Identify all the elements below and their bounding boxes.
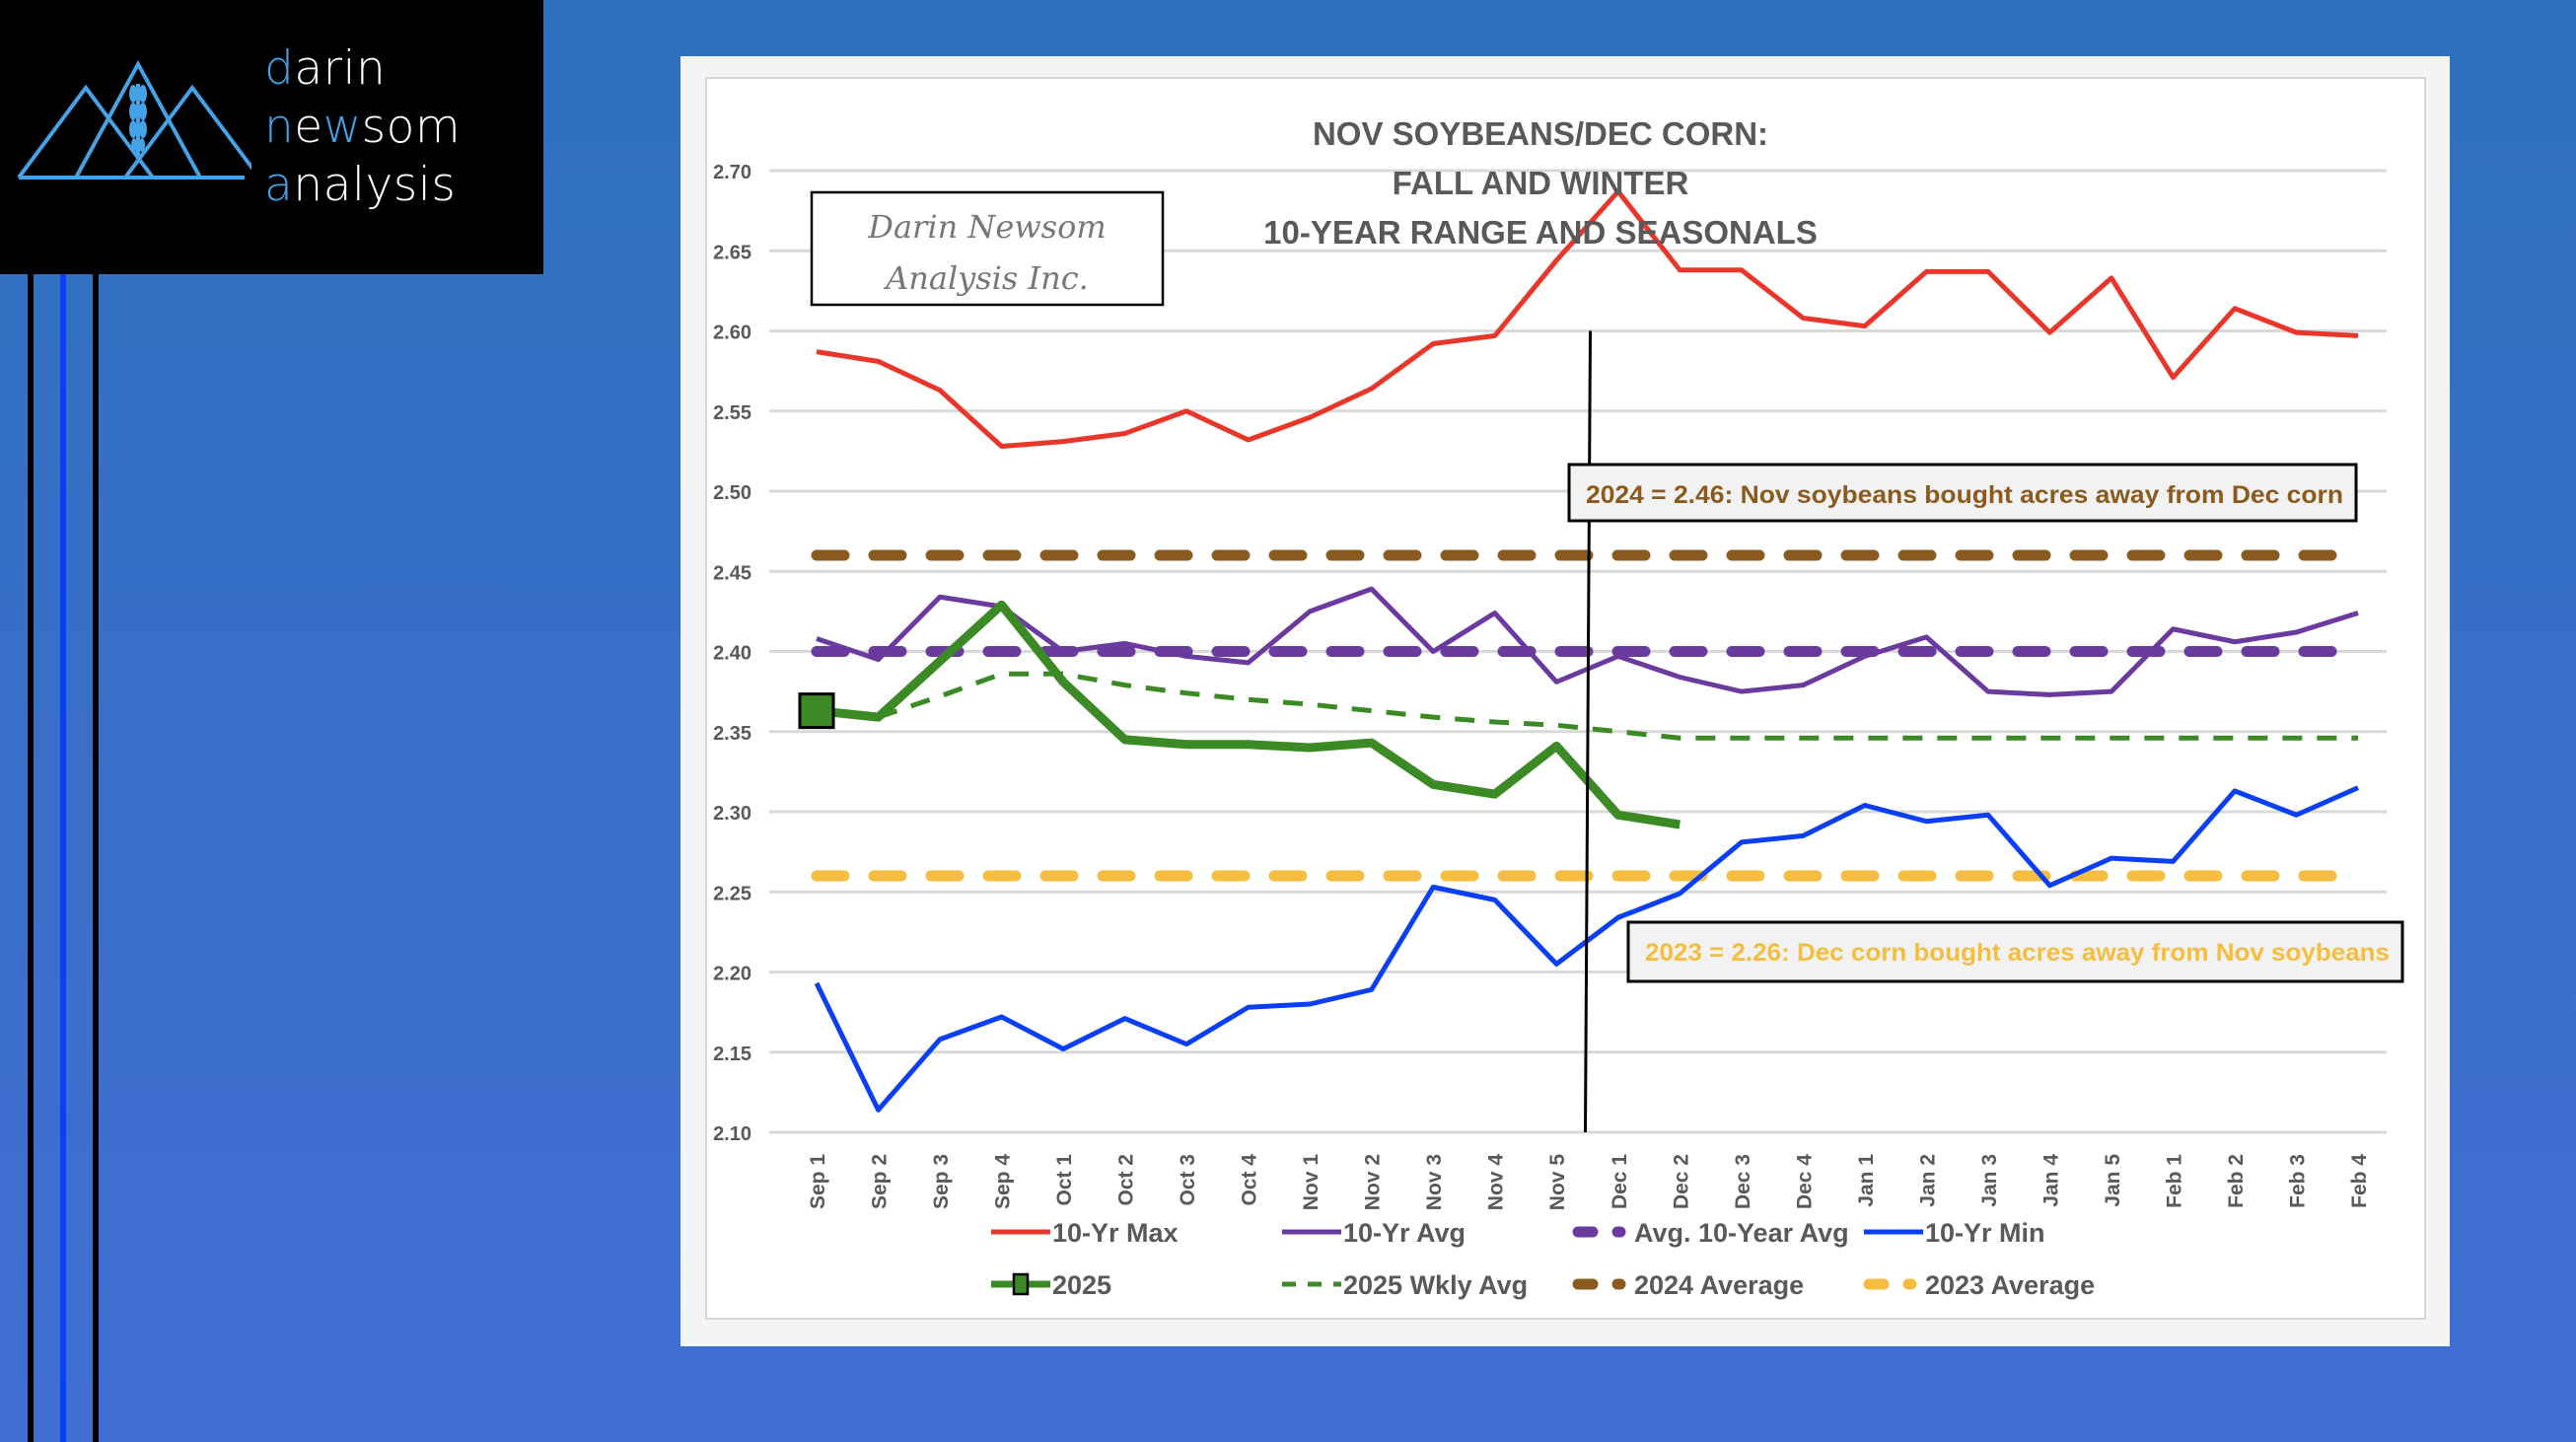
x-tick-label: Nov 1	[1300, 1154, 1323, 1211]
x-tick-label: Dec 1	[1609, 1154, 1631, 1209]
x-tick-label: Feb 4	[2348, 1154, 2371, 1208]
series-marker-2025	[798, 692, 835, 730]
brand-logo-panel: darin newsom analysis	[0, 0, 543, 274]
legend-item-2023-average: 2023 Average	[1863, 1270, 2095, 1300]
y-tick-label: 2.60	[713, 323, 751, 344]
y-tick-label: 2.45	[713, 562, 751, 584]
x-tick-label: Oct 2	[1115, 1154, 1138, 1206]
watermark-line-1: Darin Newsom	[867, 208, 1106, 246]
y-tick-label: 2.20	[713, 964, 751, 985]
y-tick-label: 2.30	[713, 803, 751, 825]
legend-label: 10-Yr Avg	[1343, 1218, 1466, 1248]
x-tick-label: Nov 2	[1362, 1154, 1385, 1210]
x-tick-label: Sep 2	[869, 1154, 892, 1209]
series-line-2025	[816, 600, 1681, 829]
watermark-line-2: Analysis Inc.	[883, 259, 1089, 297]
y-tick-label: 2.40	[713, 643, 751, 665]
series-line-10-yr-max	[816, 188, 2359, 449]
x-tick-label: Dec 2	[1670, 1154, 1692, 1209]
legend-label: Avg. 10-Year Avg	[1634, 1218, 1849, 1248]
x-tick-label: Feb 3	[2286, 1154, 2309, 1208]
y-axis-ticks: 2.10 2.15 2.20 2.25 2.30 2.35 2.40 2.45 2.50 2.55…	[713, 162, 751, 1145]
y-tick-label: 2.10	[713, 1123, 751, 1145]
y-tick-label: 2.35	[713, 723, 751, 745]
x-tick-label: Oct 1	[1053, 1154, 1076, 1206]
x-axis-ticks: Sep 1 Sep 2 Sep 3 Sep 4 Oct 1 Oct 2 Oct 3 Oct 4…	[807, 1154, 2371, 1211]
annotation-frame	[1626, 920, 2404, 983]
legend: 10-Yr Max 10-Yr Avg Avg. 10-Year Avg 10-Yr …	[991, 1218, 2095, 1300]
x-tick-label: Nov 4	[1485, 1154, 1508, 1211]
brand-line-1: darin	[264, 41, 387, 96]
x-tick-label: Dec 3	[1732, 1154, 1754, 1209]
x-tick-label: Jan 2	[1916, 1154, 1939, 1207]
legend-item-2025: 2025	[991, 1270, 1111, 1300]
legend-label: 2025 Wkly Avg	[1343, 1270, 1528, 1300]
brand-wordmark: darin newsom analysis	[264, 39, 461, 214]
legend-marker	[1012, 1272, 1030, 1296]
chart-title-line-1: NOV SOYBEANS/DEC CORN:	[1313, 115, 1768, 152]
x-tick-label: Jan 1	[1855, 1154, 1878, 1207]
legend-item-2024-average: 2024 Average	[1572, 1270, 1804, 1300]
brand-line-3: analysis	[264, 158, 457, 212]
x-tick-label: Jan 5	[2102, 1154, 2124, 1207]
series-line-2025-wkly-avg	[877, 671, 2358, 741]
legend-item-10-yr-avg: 10-Yr Avg	[1282, 1218, 1466, 1248]
annotation-text: 2024 = 2.46: Nov soybeans bought acres a…	[1586, 481, 2343, 509]
legend-label: 10-Yr Max	[1052, 1218, 1179, 1248]
x-tick-label: Jan 3	[1978, 1154, 2001, 1207]
decorative-stripe-blue	[60, 274, 66, 1442]
legend-item-10-yr-min: 10-Yr Min	[1864, 1218, 2045, 1248]
legend-label: 2024 Average	[1634, 1270, 1804, 1300]
decorative-stripe-black-1	[28, 274, 34, 1442]
x-tick-label: Sep 1	[807, 1154, 829, 1209]
x-tick-label: Oct 4	[1239, 1154, 1261, 1206]
y-tick-label: 2.55	[713, 402, 751, 424]
y-tick-label: 2.50	[713, 482, 751, 504]
y-tick-label: 2.25	[713, 883, 751, 904]
x-tick-label: Dec 4	[1793, 1154, 1816, 1209]
legend-item-10-yr-max: 10-Yr Max	[991, 1218, 1179, 1248]
brand-line-2: newsom	[264, 100, 462, 154]
y-tick-label: 2.70	[713, 162, 751, 183]
x-tick-label: Sep 4	[992, 1154, 1015, 1209]
legend-label: 2023 Average	[1925, 1270, 2095, 1300]
legend-item-avg-10-year-avg: Avg. 10-Year Avg	[1572, 1218, 1849, 1248]
x-tick-label: Jan 4	[2039, 1154, 2062, 1207]
x-tick-label: Feb 2	[2225, 1154, 2248, 1208]
watermark-box: Darin Newsom Analysis Inc.	[810, 190, 1165, 307]
x-tick-label: Feb 1	[2163, 1154, 2185, 1208]
legend-item-2025-wkly-avg: 2025 Wkly Avg	[1282, 1270, 1528, 1300]
annotation-text: 2023 = 2.26: Dec corn bought acres away …	[1645, 939, 2390, 967]
chart-title: NOV SOYBEANS/DEC CORN: FALL AND WINTER 10-…	[1263, 115, 1818, 251]
x-tick-label: Nov 5	[1546, 1154, 1569, 1211]
annotation-box-2023: 2023 = 2.26: Dec corn bought acres away …	[1626, 920, 2404, 983]
y-tick-label: 2.15	[713, 1044, 751, 1065]
mountain-wheat-logo-icon	[17, 59, 251, 180]
legend-label: 2025	[1052, 1270, 1111, 1300]
legend-label: 10-Yr Min	[1925, 1218, 2045, 1248]
chart-title-line-3: 10-YEAR RANGE AND SEASONALS	[1263, 214, 1818, 251]
annotations: 2024 = 2.46: Nov soybeans bought acres a…	[1567, 463, 2404, 983]
x-tick-label: Sep 3	[930, 1154, 953, 1209]
annotation-box-2024: 2024 = 2.46: Nov soybeans bought acres a…	[1567, 463, 2358, 523]
chart-title-line-2: FALL AND WINTER	[1393, 165, 1689, 201]
annotation-frame	[1567, 463, 2358, 523]
x-tick-label: Nov 3	[1423, 1154, 1446, 1210]
x-tick-label: Oct 3	[1177, 1154, 1199, 1206]
y-tick-label: 2.65	[713, 242, 751, 263]
decorative-stripe-black-2	[93, 274, 99, 1442]
